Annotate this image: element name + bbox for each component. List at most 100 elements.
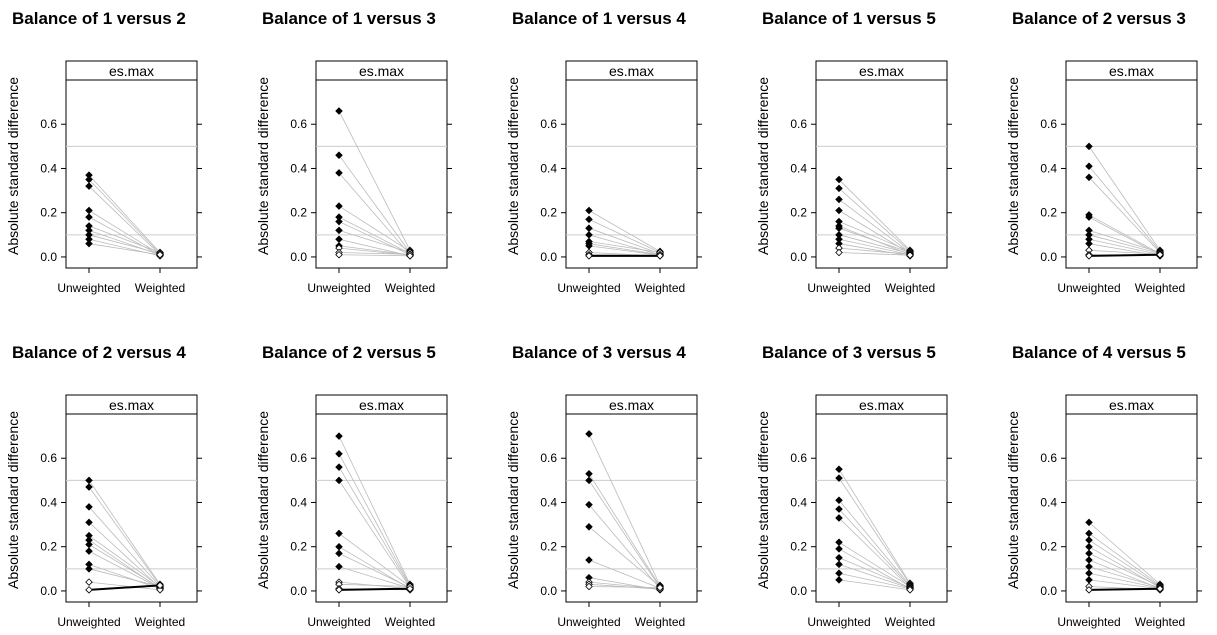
pair-line xyxy=(1088,177,1161,253)
pair-line xyxy=(338,566,411,589)
unweighted-point xyxy=(335,463,343,471)
y-axis-label: Absolute standard difference xyxy=(255,77,271,255)
strip-label: es.max xyxy=(109,63,154,79)
y-tick-label: 0.4 xyxy=(1040,495,1057,509)
unweighted-point xyxy=(85,578,93,586)
unweighted-point xyxy=(1085,576,1093,584)
y-tick-label: 0.2 xyxy=(1040,206,1057,220)
unweighted-point xyxy=(835,505,843,513)
balance-panel: Balance of 1 versus 3 es.max 0.0 0.2 0.4 0.6 A… xyxy=(250,0,500,300)
balance-panel: Balance of 2 versus 5 es.max 0.0 0.2 0.4 0.6 A… xyxy=(250,334,500,634)
weighted-point xyxy=(156,581,164,590)
y-tick-label: 0.4 xyxy=(540,161,557,175)
pair-line xyxy=(88,544,161,588)
unweighted-point xyxy=(835,206,843,215)
unweighted-point xyxy=(335,226,343,235)
y-tick-label: 0.0 xyxy=(540,584,557,598)
pair-line xyxy=(88,550,161,589)
pair-line xyxy=(88,174,161,253)
y-tick-label: 0.4 xyxy=(790,495,807,509)
pair-line xyxy=(588,245,661,256)
pair-line xyxy=(338,110,411,251)
unweighted-point xyxy=(335,529,343,538)
unweighted-point xyxy=(1085,518,1093,527)
bold-pair-line xyxy=(338,587,411,591)
pair-line xyxy=(838,179,911,251)
panel-svg: Balance of 1 versus 3 es.max 0.0 0.2 0.4 0.6 A… xyxy=(255,9,452,295)
x-tick-label: Unweighted xyxy=(807,281,870,295)
pair-line xyxy=(838,243,911,257)
pair-line xyxy=(838,199,911,253)
pair-line xyxy=(88,564,161,590)
unweighted-point xyxy=(1085,213,1093,221)
y-axis-label: Absolute standard difference xyxy=(505,77,521,255)
unweighted-point xyxy=(85,239,93,248)
y-tick-label: 0.4 xyxy=(40,161,57,175)
pair-line xyxy=(338,466,411,587)
unweighted-point xyxy=(585,476,593,485)
unweighted-point xyxy=(835,184,843,193)
x-tick-label: Weighted xyxy=(1135,615,1185,629)
pair-line xyxy=(838,564,911,589)
y-tick-label: 0.2 xyxy=(40,206,57,220)
pair-line xyxy=(588,234,661,256)
y-axis-label: Absolute standard difference xyxy=(5,77,21,255)
unweighted-point xyxy=(1085,173,1093,182)
pair-line xyxy=(838,541,911,587)
y-tick-label: 0.2 xyxy=(1040,540,1057,554)
strip-label: es.max xyxy=(609,63,654,79)
x-tick-label: Weighted xyxy=(135,615,185,629)
strip-label: es.max xyxy=(859,397,904,413)
pair-line xyxy=(88,486,161,586)
unweighted-point xyxy=(1085,142,1093,151)
unweighted-point xyxy=(585,231,593,239)
pair-line xyxy=(88,216,161,256)
x-tick-label: Unweighted xyxy=(57,281,120,295)
pair-line xyxy=(338,245,411,256)
pair-line xyxy=(338,172,411,255)
pair-line xyxy=(1088,234,1161,255)
unweighted-point xyxy=(585,582,593,591)
balance-panel: Balance of 2 versus 3 es.max 0.0 0.2 0.4 0.6 A… xyxy=(1000,0,1217,300)
pair-line xyxy=(838,221,911,252)
y-tick-label: 0.2 xyxy=(540,540,557,554)
pair-line xyxy=(1088,539,1161,587)
pair-line xyxy=(88,179,161,254)
panel-svg: Balance of 1 versus 2 es.max 0.0 0.2 0.4 0.6 A… xyxy=(5,9,202,295)
y-tick-label: 0.2 xyxy=(40,540,57,554)
y-tick-label: 0.0 xyxy=(40,250,57,264)
x-tick-label: Unweighted xyxy=(807,615,870,629)
strip-label: es.max xyxy=(1109,63,1154,79)
strip-label: es.max xyxy=(109,397,154,413)
weighted-point xyxy=(906,586,914,594)
balance-panel: Balance of 4 versus 5 es.max 0.0 0.2 0.4 0.6 A… xyxy=(1000,334,1217,634)
x-tick-label: Unweighted xyxy=(1057,281,1120,295)
x-tick-label: Weighted xyxy=(885,615,935,629)
weighted-point xyxy=(406,252,414,260)
pair-line xyxy=(838,477,911,585)
pair-line xyxy=(88,185,161,256)
unweighted-point xyxy=(835,496,843,505)
unweighted-point xyxy=(335,151,343,159)
pair-line xyxy=(1088,572,1161,589)
weighted-point xyxy=(656,252,664,260)
y-tick-label: 0.6 xyxy=(290,451,307,465)
unweighted-point xyxy=(835,248,843,257)
unweighted-point xyxy=(1085,549,1093,558)
pair-line xyxy=(88,581,161,591)
pair-line xyxy=(88,225,161,253)
unweighted-point xyxy=(585,500,593,509)
pair-line xyxy=(88,535,161,587)
x-tick-label: Weighted xyxy=(385,281,435,295)
balance-panel: Balance of 1 versus 4 es.max 0.0 0.2 0.4 0.6 A… xyxy=(500,0,750,300)
plot-frame xyxy=(315,413,448,603)
pair-line xyxy=(1088,522,1161,585)
pair-line xyxy=(838,238,911,256)
y-tick-label: 0.4 xyxy=(1040,161,1057,175)
pair-line xyxy=(588,241,661,253)
y-axis-label: Absolute standard difference xyxy=(505,411,521,589)
unweighted-point xyxy=(335,202,343,210)
balance-panel: Balance of 3 versus 5 es.max 0.0 0.2 0.4 0.6 A… xyxy=(750,334,1000,634)
y-tick-label: 0.2 xyxy=(790,206,807,220)
y-tick-label: 0.2 xyxy=(290,206,307,220)
